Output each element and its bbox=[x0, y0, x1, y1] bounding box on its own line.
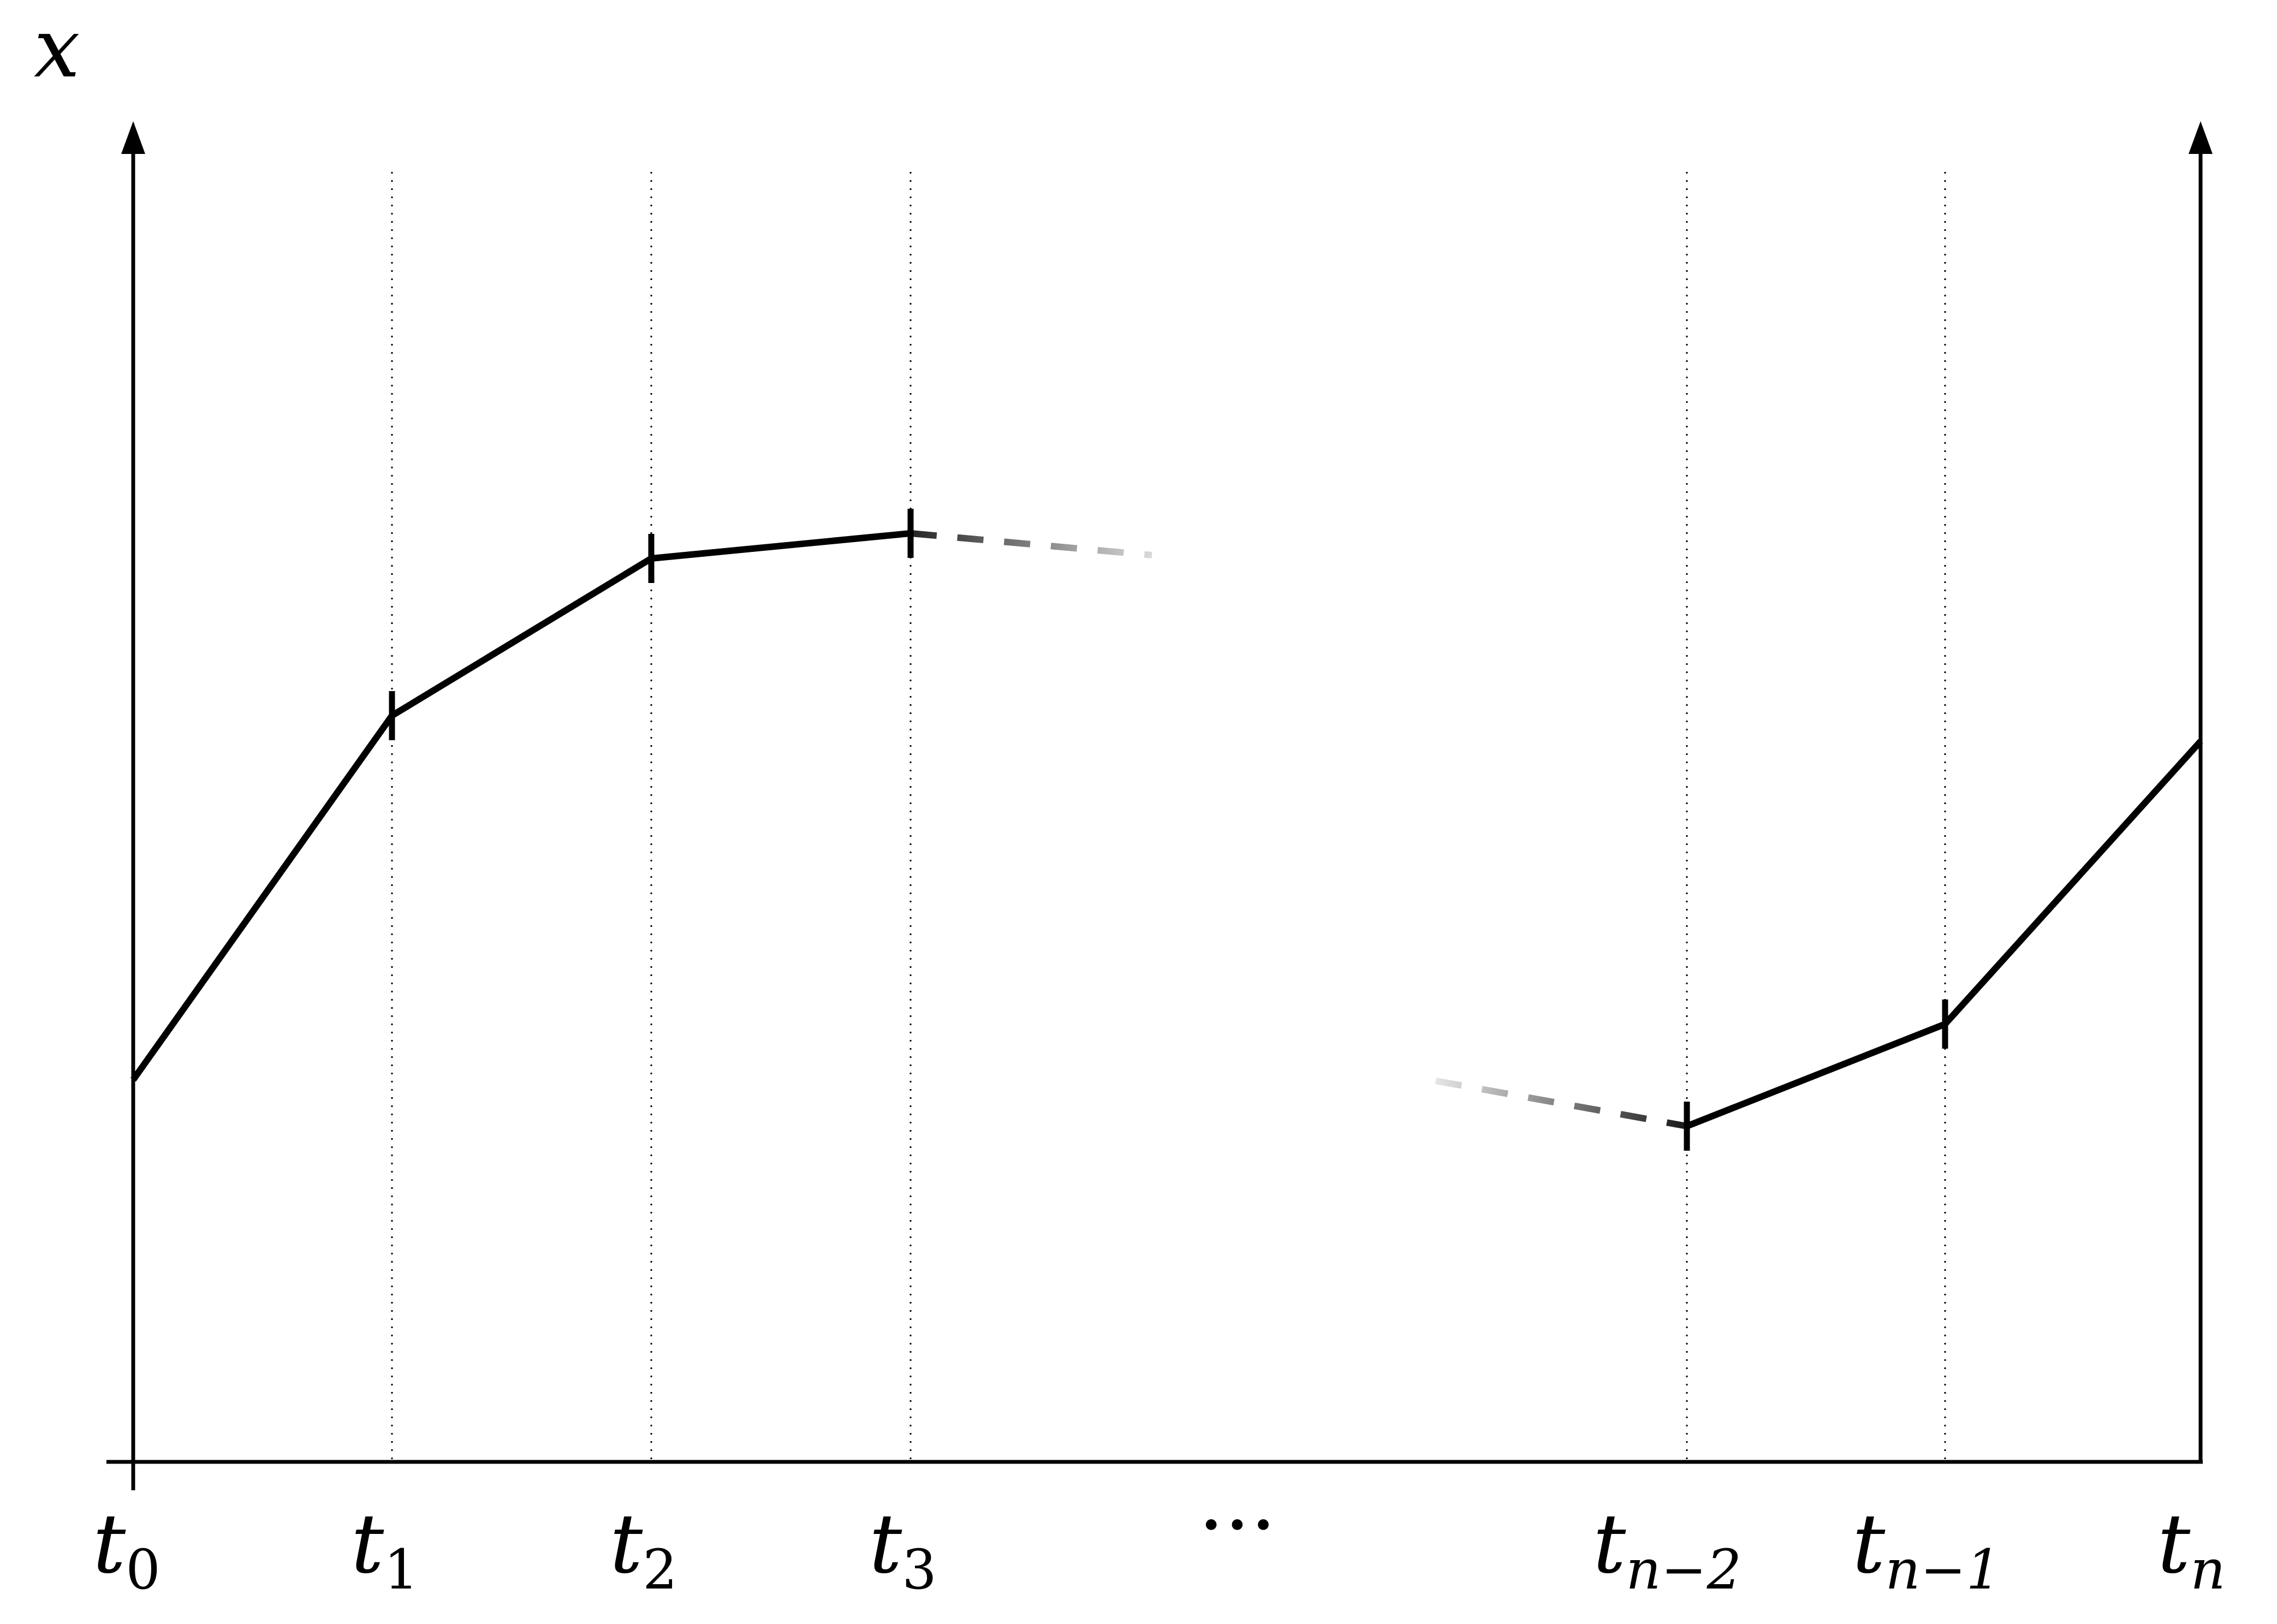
fading-dash-right bbox=[910, 530, 1152, 558]
tick-label-tn-2: tn−2 bbox=[1593, 1497, 1741, 1602]
grid-lines bbox=[391, 172, 1946, 1462]
tick-label-tn-1: tn−1 bbox=[1852, 1497, 2001, 1602]
ellipsis: ··· bbox=[1198, 1478, 1276, 1573]
tick-label-tn: tn bbox=[2157, 1497, 2226, 1602]
path-right-part bbox=[1685, 739, 2203, 1129]
path-segments bbox=[130, 530, 2203, 1129]
tick-label-t1: t1 bbox=[351, 1497, 419, 1602]
right-y-axis-arrowhead bbox=[2189, 121, 2213, 154]
node-marks bbox=[389, 509, 1948, 1151]
tick-label-t2: t2 bbox=[610, 1497, 677, 1602]
y-axis-label: x bbox=[34, 1, 80, 96]
tick-label-t3: t3 bbox=[869, 1497, 937, 1602]
fading-dash-left bbox=[1435, 1078, 1688, 1129]
time-labels: t0 t1 t2 t3 ··· tn−2 tn−1 tn bbox=[93, 1478, 2226, 1602]
path-left-part bbox=[130, 530, 911, 1082]
tick-label-t0: t0 bbox=[93, 1497, 160, 1602]
axes bbox=[106, 121, 2213, 1490]
fading-continuations bbox=[910, 530, 1688, 1129]
left-y-axis-arrowhead bbox=[121, 121, 145, 154]
